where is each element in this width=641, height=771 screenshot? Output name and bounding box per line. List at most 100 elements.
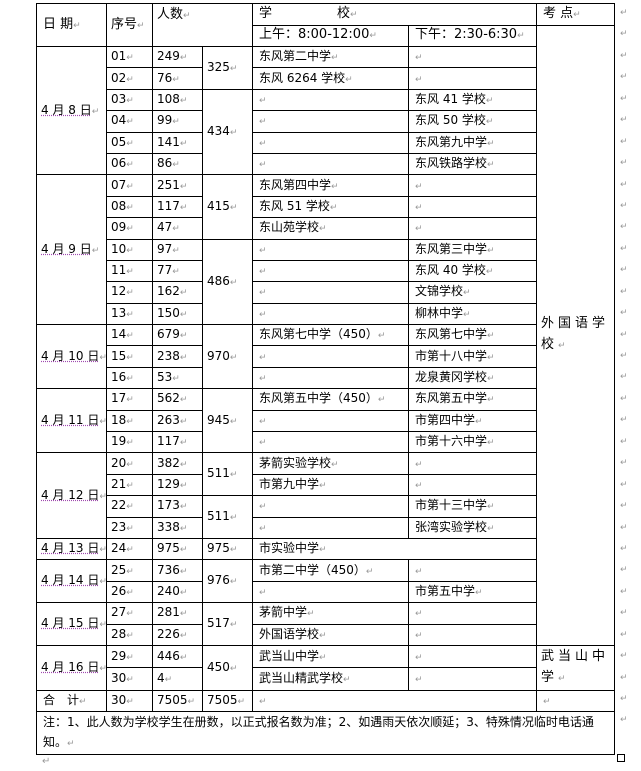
count-cell: 108 bbox=[152, 88, 203, 112]
table-row: 1653 龙泉黄冈学校 bbox=[37, 366, 615, 390]
count-header: 人数 bbox=[152, 3, 253, 47]
table-row: 12162 文锦学校 bbox=[37, 281, 615, 304]
pm-school-cell: 东风铁路学校 bbox=[408, 152, 537, 176]
table-row: 4 月 14 日 25736976市第二中学（450） bbox=[36, 559, 615, 604]
count-cell: 173 bbox=[152, 495, 203, 518]
am-school-cell: 东风 51 学校 bbox=[252, 195, 409, 219]
pm-school-cell bbox=[408, 452, 537, 475]
date-label: 4 月 13 日 bbox=[41, 541, 100, 556]
date-label: 4 月 12 日 bbox=[41, 487, 100, 502]
seq-cell: 24 bbox=[106, 537, 153, 561]
table-row: 26240 市第五中学 bbox=[37, 580, 615, 604]
count-cell: 97 bbox=[152, 238, 203, 261]
pm-school-cell: 东风 41 学校 bbox=[408, 88, 537, 112]
seq-cell: 12 bbox=[106, 281, 153, 304]
pm-school-cell: 市第十六中学 bbox=[408, 431, 537, 454]
date-cell: 4 月 15 日 bbox=[36, 602, 107, 646]
row-end-mark: ↵ bbox=[620, 715, 628, 726]
count-cell: 77 bbox=[152, 259, 203, 283]
am-school-cell bbox=[252, 88, 409, 112]
count-cell: 975 bbox=[152, 537, 203, 561]
table-row: 4 月 15 日 27281517茅箭中学 bbox=[36, 602, 615, 646]
table-row: 4 月 10 日 14679970东风第七中学（450）东风第七中学 bbox=[36, 324, 615, 390]
count-cell: 736 bbox=[152, 559, 203, 582]
table-row: 22173511 市第十三中学 bbox=[37, 495, 615, 539]
table-row: 1097486 东风第三中学 bbox=[37, 238, 615, 326]
am-school-cell bbox=[252, 259, 409, 283]
row-end-mark: ↵ bbox=[620, 586, 628, 597]
total-label: 合 计 bbox=[36, 689, 107, 713]
row-end-mark: ↵ bbox=[620, 50, 628, 61]
seq-cell: 06 bbox=[106, 152, 153, 176]
date-cell: 4 月 10 日 bbox=[36, 324, 107, 390]
am-school-cell: 东风第五中学（450） bbox=[252, 388, 409, 411]
seq-cell: 25 bbox=[106, 559, 153, 582]
row-end-mark: ↵ bbox=[620, 308, 628, 319]
count-cell: 162 bbox=[152, 281, 203, 304]
row-end-mark: ↵ bbox=[620, 372, 628, 383]
row-end-mark: ↵ bbox=[620, 543, 628, 554]
row-end-mark: ↵ bbox=[620, 72, 628, 83]
pm-school-cell: 龙泉黄冈学校 bbox=[408, 366, 537, 390]
row-end-mark: ↵ bbox=[620, 694, 628, 704]
am-school-cell bbox=[252, 238, 409, 261]
pm-school-cell bbox=[408, 559, 537, 582]
pm-school-cell bbox=[408, 667, 537, 691]
table-row: 0276 东风 6264 学校 bbox=[37, 67, 615, 90]
row-end-mark: ↵ bbox=[620, 608, 628, 619]
total-count: 7505 bbox=[152, 689, 203, 713]
seq-cell: 04 bbox=[106, 110, 153, 133]
am-school-cell bbox=[252, 131, 409, 154]
count-cell: 446 bbox=[152, 644, 203, 669]
table-row: 4 月 16 日29446450武当山中学武当山中学 bbox=[36, 644, 615, 691]
am-school-cell: 武当山中学 bbox=[252, 644, 409, 669]
seq-cell: 15 bbox=[106, 345, 153, 368]
pm-school-cell: 市第四中学 bbox=[408, 409, 537, 433]
seq-cell: 03 bbox=[106, 88, 153, 112]
row-end-mark: ↵ bbox=[620, 415, 628, 426]
seq-header: 序号 bbox=[106, 3, 153, 47]
row-end-mark: ↵ bbox=[620, 158, 628, 169]
count-cell: 150 bbox=[152, 302, 203, 326]
row-end-mark: ↵ bbox=[620, 629, 628, 640]
seq-cell: 02 bbox=[106, 67, 153, 90]
total-row: 合 计3075057505 bbox=[36, 689, 615, 713]
row-end-mark: ↵ bbox=[620, 458, 628, 469]
pm-school-cell bbox=[408, 45, 537, 69]
table-resize-handle[interactable] bbox=[617, 754, 625, 762]
pm-school-cell bbox=[408, 473, 537, 497]
count-cell: 382 bbox=[152, 452, 203, 475]
pm-school-cell bbox=[408, 195, 537, 219]
seq-cell: 19 bbox=[106, 431, 153, 454]
pm-school-cell: 柳林中学 bbox=[408, 302, 537, 326]
table-row: 28226 外国语学校 bbox=[37, 623, 615, 646]
am-school-cell bbox=[252, 302, 409, 326]
seq-cell: 16 bbox=[106, 366, 153, 390]
table-row: 4 月 11 日 17562945东风第五中学（450）东风第五中学 bbox=[36, 388, 615, 454]
table-row: 05141 东风第九中学 bbox=[37, 131, 615, 154]
am-school-cell: 武当山精武学校 bbox=[252, 667, 409, 691]
table-row: 1177 东风 40 学校 bbox=[37, 259, 615, 283]
date-cell: 4 月 16 日 bbox=[36, 644, 107, 691]
seq-cell: 09 bbox=[106, 217, 153, 240]
seq-cell: 10 bbox=[106, 238, 153, 261]
pm-school-cell bbox=[408, 623, 537, 646]
exam-site-cell: 外国语学校 bbox=[536, 24, 615, 646]
pm-school-cell: 东风第三中学 bbox=[408, 238, 537, 261]
am-school-cell bbox=[252, 431, 409, 454]
am-school-cell bbox=[252, 152, 409, 176]
total-seq: 30 bbox=[106, 689, 153, 713]
seq-cell: 14 bbox=[106, 324, 153, 347]
exam-site-cell: 武当山中学 bbox=[536, 644, 615, 691]
pm-school-cell: 市第十三中学 bbox=[408, 495, 537, 518]
am-school-cell bbox=[252, 281, 409, 304]
date-cell: 4 月 14 日 bbox=[36, 559, 107, 604]
count-cell: 240 bbox=[152, 580, 203, 604]
exam-schedule-table: 日 期 序号 人数 学 校 考 点 上午：8:00-12:00 下午：2:30-… bbox=[36, 3, 615, 756]
seq-cell: 20 bbox=[106, 452, 153, 475]
date-label: 4 月 10 日 bbox=[41, 348, 100, 363]
am-school-cell: 东风 6264 学校 bbox=[252, 67, 409, 90]
pm-school-cell: 东风第九中学 bbox=[408, 131, 537, 154]
am-school-cell: 市第二中学（450） bbox=[252, 559, 409, 582]
pm-school-cell: 东风第七中学 bbox=[408, 324, 537, 347]
